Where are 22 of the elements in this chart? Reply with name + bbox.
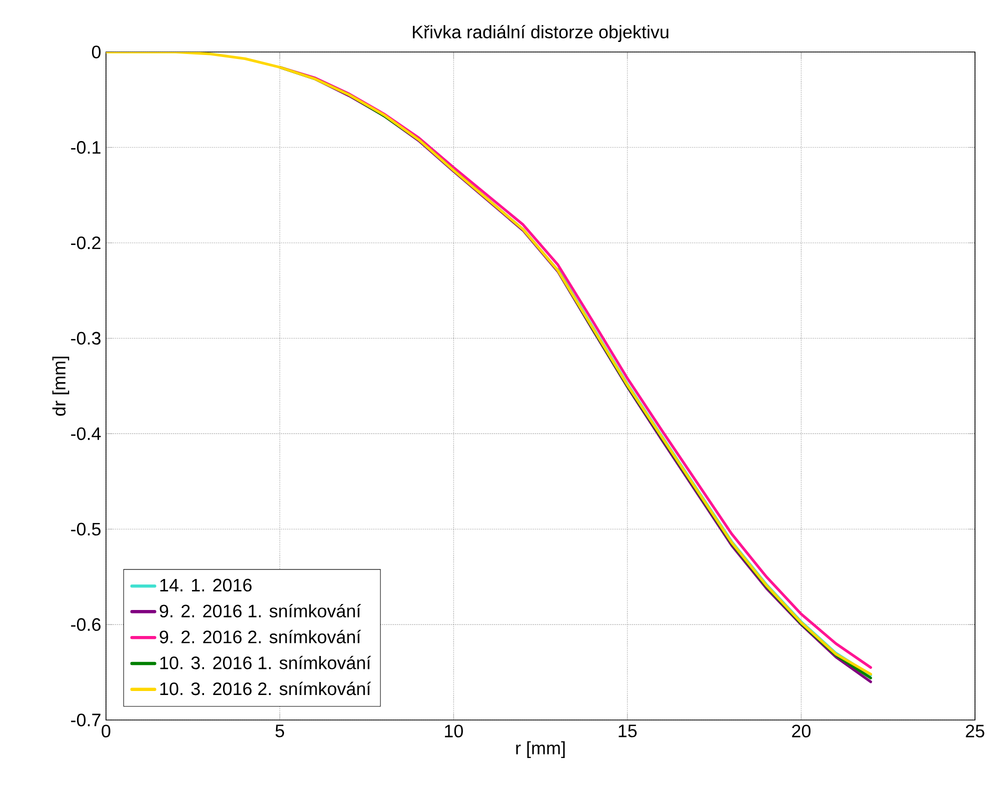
y-tick-label: 0 <box>92 46 101 58</box>
x-axis-title: r [mm] <box>516 741 565 758</box>
legend-label: 14. 1. 2016 <box>160 578 252 592</box>
y-tick-label: -0.1 <box>71 141 100 154</box>
chart-title: Křivka radiální distorze objektivu <box>412 24 668 42</box>
y-tick-label: -0.7 <box>71 714 100 726</box>
x-tick-label: 5 <box>276 724 284 738</box>
x-tick-label: 15 <box>618 724 637 738</box>
x-tick-label: 0 <box>102 724 110 738</box>
legend-label: 10. 3. 2016 1. snímkování <box>160 656 371 670</box>
y-tick-label: -0.6 <box>71 618 101 631</box>
x-tick-label: 10 <box>444 724 463 738</box>
y-axis-title: dr [mm] <box>52 356 70 416</box>
legend-label: 9. 2. 2016 2. snímkování <box>160 630 361 644</box>
y-tick-label: -0.2 <box>71 236 100 250</box>
y-tick-label: -0.5 <box>71 522 101 536</box>
x-tick-label: 20 <box>792 724 811 738</box>
legend-label: 10. 3. 2016 2. snímkování <box>160 682 371 696</box>
x-tick-label: 25 <box>966 724 984 738</box>
y-tick-label: -0.3 <box>71 332 101 345</box>
y-tick-label: -0.4 <box>71 427 101 440</box>
legend-label: 9. 2. 2016 1. snímkování <box>160 604 361 618</box>
